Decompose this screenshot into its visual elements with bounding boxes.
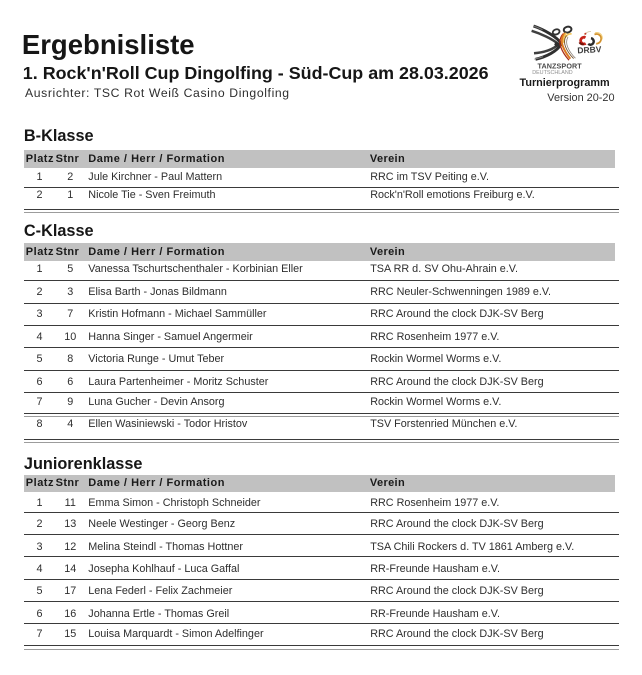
svg-text:DEUTSCHLAND: DEUTSCHLAND — [532, 70, 573, 76]
svg-text:DRBV: DRBV — [577, 44, 602, 55]
svg-text:TANZSPORT: TANZSPORT — [538, 61, 583, 70]
